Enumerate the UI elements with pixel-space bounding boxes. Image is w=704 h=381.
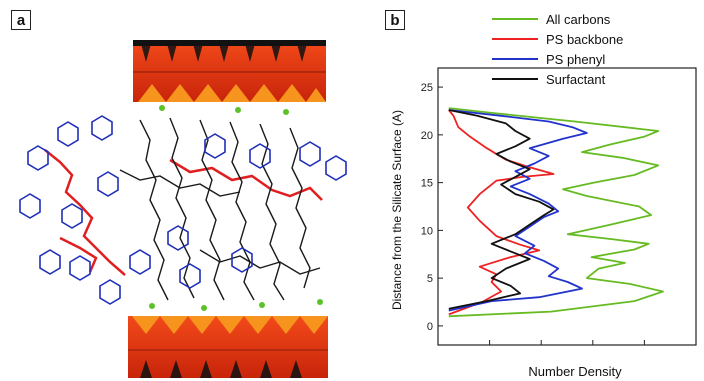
number-density-chart: All carbons PS backbone PS phenyl Surfactan… (390, 12, 697, 379)
series-line (448, 107, 664, 318)
surfactant-chains (119, 117, 321, 301)
phenyl-rings (19, 115, 347, 305)
y-tick-label: 0 (427, 321, 433, 333)
legend-label: All carbons (546, 12, 611, 27)
polymer-backbone (44, 149, 323, 276)
legend-label: Surfactant (546, 72, 606, 87)
x-axis-label: Number Density (528, 364, 622, 379)
legend-label: PS backbone (546, 32, 623, 47)
chart-legend: All carbons PS backbone PS phenyl Surfactan… (492, 12, 623, 87)
y-tick-label: 25 (421, 82, 433, 94)
panel-label-a: a (11, 10, 31, 30)
y-tick-label: 20 (421, 130, 433, 142)
y-tick-label: 5 (427, 273, 433, 285)
series-line (448, 109, 555, 316)
green-headgroups (149, 105, 323, 311)
plot-frame (437, 67, 697, 346)
bottom-silicate-layer (128, 316, 328, 378)
y-tick-label: 15 (421, 178, 433, 190)
panel-label-b: b (385, 10, 405, 30)
y-axis-label: Distance from the Silicate Surface (A) (390, 110, 404, 310)
y-tick-label: 10 (421, 225, 433, 237)
legend-label: PS phenyl (546, 52, 605, 67)
series-line (448, 109, 588, 312)
series-line (448, 109, 555, 310)
molecular-simulation-snapshot (19, 40, 347, 378)
top-silicate-layer (133, 40, 326, 102)
plot-area: 0 5 10 15 20 25 (421, 67, 697, 346)
